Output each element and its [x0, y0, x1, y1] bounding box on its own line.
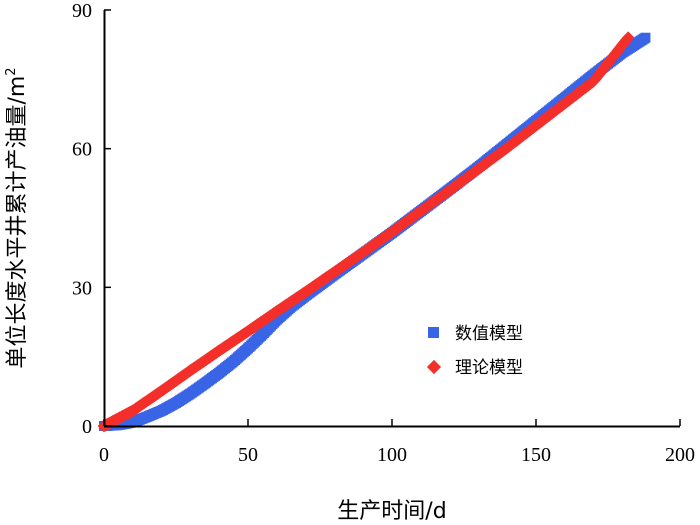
series-layer — [97, 31, 651, 433]
y-tick-label: 0 — [82, 416, 92, 438]
legend-label-theoretical: 理论模型 — [455, 358, 523, 378]
x-tick-label: 0 — [99, 444, 109, 466]
x-tick-label: 100 — [377, 444, 407, 466]
legend: 数值模型 理论模型 — [426, 324, 523, 378]
y-axis-title: 单位长度水平井累计产油量/m2 — [4, 67, 30, 368]
y-axis-title-text: 单位长度水平井累计产油量/m — [5, 76, 30, 369]
axes — [103, 10, 680, 428]
legend-label-numerical: 数值模型 — [455, 324, 523, 344]
y-tick-label: 90 — [72, 0, 92, 22]
x-axis-title: 生产时间/d — [337, 499, 446, 524]
legend-marker-numerical — [428, 327, 439, 338]
x-tick-label: 150 — [521, 444, 551, 466]
y-tick-label: 30 — [72, 277, 92, 299]
x-tick-label: 200 — [665, 444, 695, 466]
x-tick-label: 50 — [238, 444, 258, 466]
data-point — [640, 32, 651, 43]
ticks: 0 50 100 150 200 0 30 60 90 — [72, 0, 695, 466]
y-axis-title-superscript: 2 — [4, 67, 19, 75]
y-tick-label: 60 — [72, 139, 92, 161]
legend-marker-theoretical — [426, 359, 442, 375]
series-1 — [97, 31, 635, 433]
